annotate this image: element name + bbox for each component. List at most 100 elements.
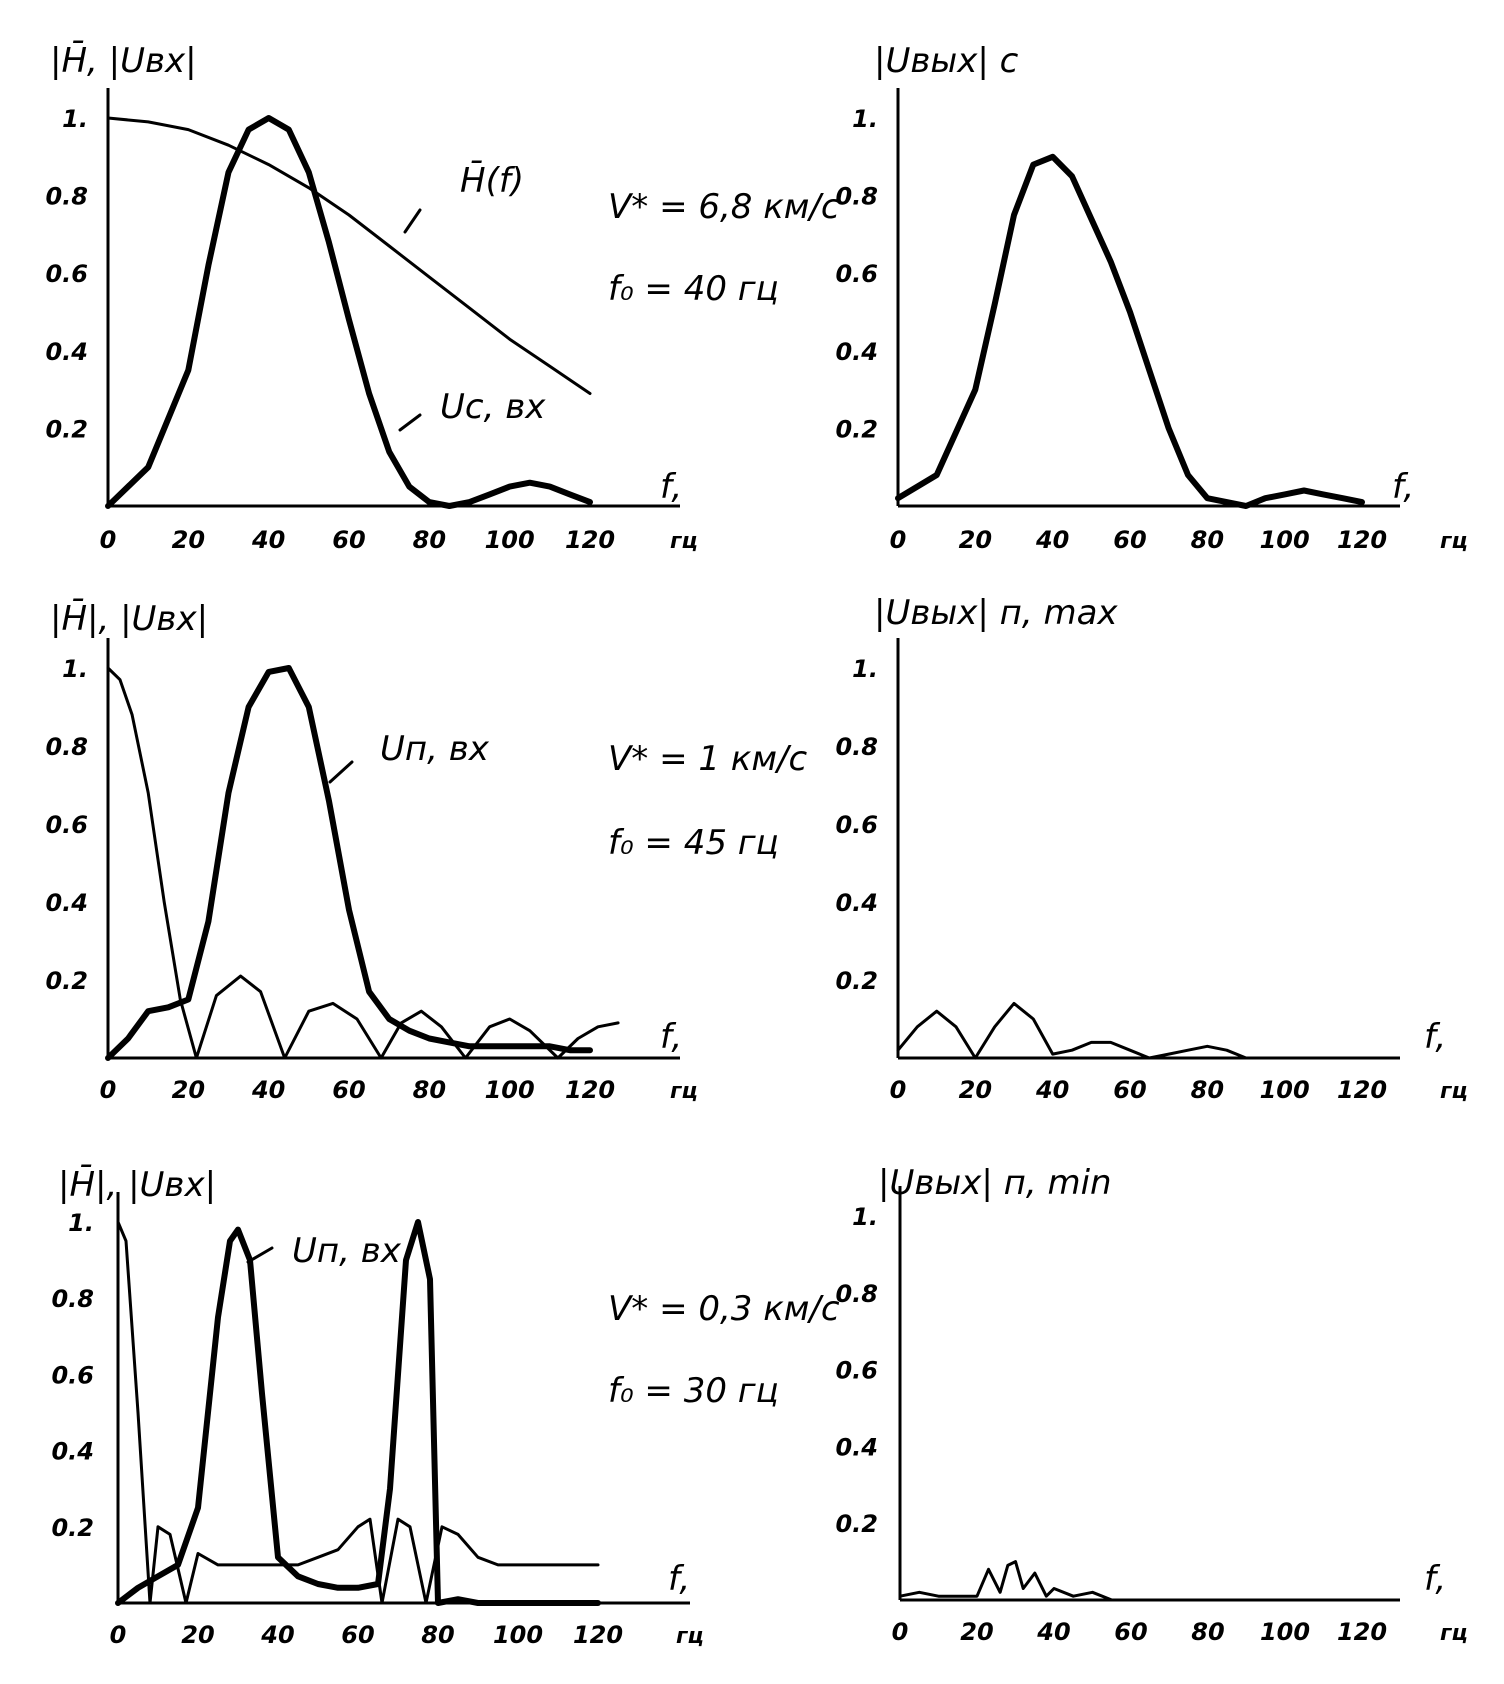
x-tick-label: 0 — [100, 1076, 117, 1104]
x-tick-label: 20 — [181, 1621, 214, 1649]
x-tick-label: 20 — [959, 1076, 992, 1104]
x-tick-label: 60 — [1113, 1076, 1146, 1104]
x-tick-label: 100 — [493, 1621, 543, 1649]
x-tick-label: 0 — [890, 1076, 907, 1104]
y-tick-label: 0.4 — [45, 338, 88, 366]
velocity-annotation: V* = 0,3 км/с — [608, 1289, 840, 1329]
y-tick-label: 1. — [62, 655, 88, 683]
chart-panel-left-middle: |H̄|, |Uвх| 0.2 0.4 0.6 0.8 1. 0 20 40 60 80 100 120… — [45, 598, 807, 1104]
x-tick-label: 120 — [565, 526, 615, 554]
x-tick-label: 100 — [485, 526, 535, 554]
x-tick-label: 40 — [1036, 1618, 1070, 1646]
y-tick-label: 0.8 — [45, 733, 88, 761]
series-line-1 — [898, 1560, 1133, 1602]
series-line-1 — [115, 1219, 601, 1606]
series-label: H̄(f) — [460, 160, 524, 201]
y-tick-label: 0.2 — [835, 1510, 878, 1538]
series-label: Uп, вх — [380, 729, 490, 769]
series-leader-line — [328, 760, 354, 784]
velocity-annotation: V* = 1 км/с — [608, 739, 807, 779]
x-tick-label: 100 — [485, 1076, 535, 1104]
frequency-annotation: f₀ = 40 гц — [608, 269, 779, 309]
y-axis-title: |Uвых| с — [874, 41, 1019, 81]
y-axis-title: |H̄|, |Uвх| — [58, 1164, 216, 1205]
y-tick-label: 0.6 — [45, 260, 88, 288]
y-tick-label: 0.2 — [835, 967, 878, 995]
series-line-1 — [105, 665, 593, 1061]
chart-panel-right-bottom: |Uвых| п, min 0.2 0.4 0.6 0.8 1. 0 20 40 60 80 100 1… — [835, 1163, 1467, 1646]
x-tick-label: 0 — [100, 526, 117, 554]
series-label: Uс, вх — [440, 387, 546, 427]
x-tick-label: 80 — [1191, 1076, 1224, 1104]
x-tick-label: 40 — [260, 1621, 294, 1649]
x-tick-label: 120 — [1337, 526, 1387, 554]
y-tick-label: 1. — [68, 1209, 94, 1237]
x-tick-label: 40 — [1035, 1076, 1069, 1104]
x-tick-label: 120 — [1337, 1618, 1387, 1646]
series-label: Uп, вх — [292, 1231, 402, 1271]
x-tick-label: 0 — [890, 526, 907, 554]
x-axis-unit: гц — [1440, 1621, 1468, 1646]
x-tick-label: 20 — [959, 526, 992, 554]
y-tick-label: 1. — [62, 105, 88, 133]
x-axis-title: f, — [1392, 467, 1414, 507]
y-tick-label: 0.2 — [45, 415, 88, 443]
x-axis-title: f, — [1424, 1559, 1446, 1599]
x-tick-label: 60 — [1113, 526, 1146, 554]
y-tick-label: 0.8 — [45, 183, 88, 211]
x-axis-title: f, — [660, 467, 682, 507]
y-tick-label: 0.6 — [835, 260, 878, 288]
x-tick-label: 60 — [341, 1621, 374, 1649]
x-tick-label: 40 — [251, 526, 285, 554]
y-tick-label: 0.8 — [835, 733, 878, 761]
x-tick-label: 20 — [172, 526, 205, 554]
y-tick-label: 0.4 — [835, 338, 878, 366]
x-tick-label: 100 — [1260, 1618, 1310, 1646]
y-tick-label: 0.6 — [835, 811, 878, 839]
y-axis-title: |Uвых| п, max — [874, 593, 1118, 633]
x-tick-label: 80 — [413, 526, 446, 554]
x-axis-unit: гц — [1440, 1079, 1468, 1104]
x-axis-title: f, — [660, 1017, 682, 1057]
x-axis-title: f, — [1424, 1017, 1446, 1057]
y-tick-label: 0.6 — [835, 1357, 878, 1385]
x-tick-label: 60 — [332, 526, 365, 554]
x-tick-label: 20 — [960, 1618, 993, 1646]
y-tick-label: 0.2 — [45, 967, 88, 995]
y-tick-label: 0.2 — [51, 1514, 94, 1542]
series-line-2 — [106, 666, 620, 1060]
y-tick-label: 0.4 — [51, 1438, 94, 1466]
x-tick-label: 80 — [421, 1621, 454, 1649]
series-leader-line — [246, 1246, 274, 1264]
y-tick-label: 1. — [852, 655, 878, 683]
y-tick-label: 0.8 — [835, 183, 878, 211]
y-tick-label: 0.4 — [835, 889, 878, 917]
x-tick-label: 40 — [251, 1076, 285, 1104]
series-line-2 — [116, 1220, 600, 1605]
chart-panel-left-top: |H̄, |Uвх| 0.2 0.4 0.6 0.8 1. 0 20 40 60 80 100 120 f… — [45, 40, 839, 554]
chart-panel-right-middle: |Uвых| п, max 0.2 0.4 0.6 0.8 1. 0 20 40 60 80 100 1… — [835, 593, 1467, 1104]
series-line-1 — [895, 153, 1365, 509]
frequency-annotation: f₀ = 30 гц — [608, 1371, 779, 1411]
x-tick-label: 0 — [110, 1621, 127, 1649]
chart-panel-left-bottom: |H̄|, |Uвх| 0.2 0.4 0.6 0.8 1. 0 20 40 60 80 100 120… — [51, 1164, 839, 1649]
series-line-2 — [105, 115, 593, 509]
y-tick-label: 0.8 — [835, 1280, 878, 1308]
x-axis-unit: гц — [676, 1624, 704, 1649]
x-axis-unit: гц — [670, 529, 698, 554]
x-axis-title: f, — [668, 1559, 690, 1599]
x-tick-label: 20 — [172, 1076, 205, 1104]
series-line-1 — [106, 116, 592, 395]
x-tick-label: 120 — [573, 1621, 623, 1649]
y-tick-label: 1. — [852, 1203, 878, 1231]
x-axis-unit: гц — [1440, 529, 1468, 554]
x-axis-unit: гц — [670, 1079, 698, 1104]
x-tick-label: 100 — [1260, 526, 1310, 554]
y-tick-label: 0.8 — [51, 1285, 94, 1313]
velocity-annotation: V* = 6,8 км/с — [608, 187, 840, 227]
x-tick-label: 80 — [1191, 526, 1224, 554]
series-line-1 — [896, 1001, 1248, 1060]
y-tick-label: 1. — [852, 105, 878, 133]
